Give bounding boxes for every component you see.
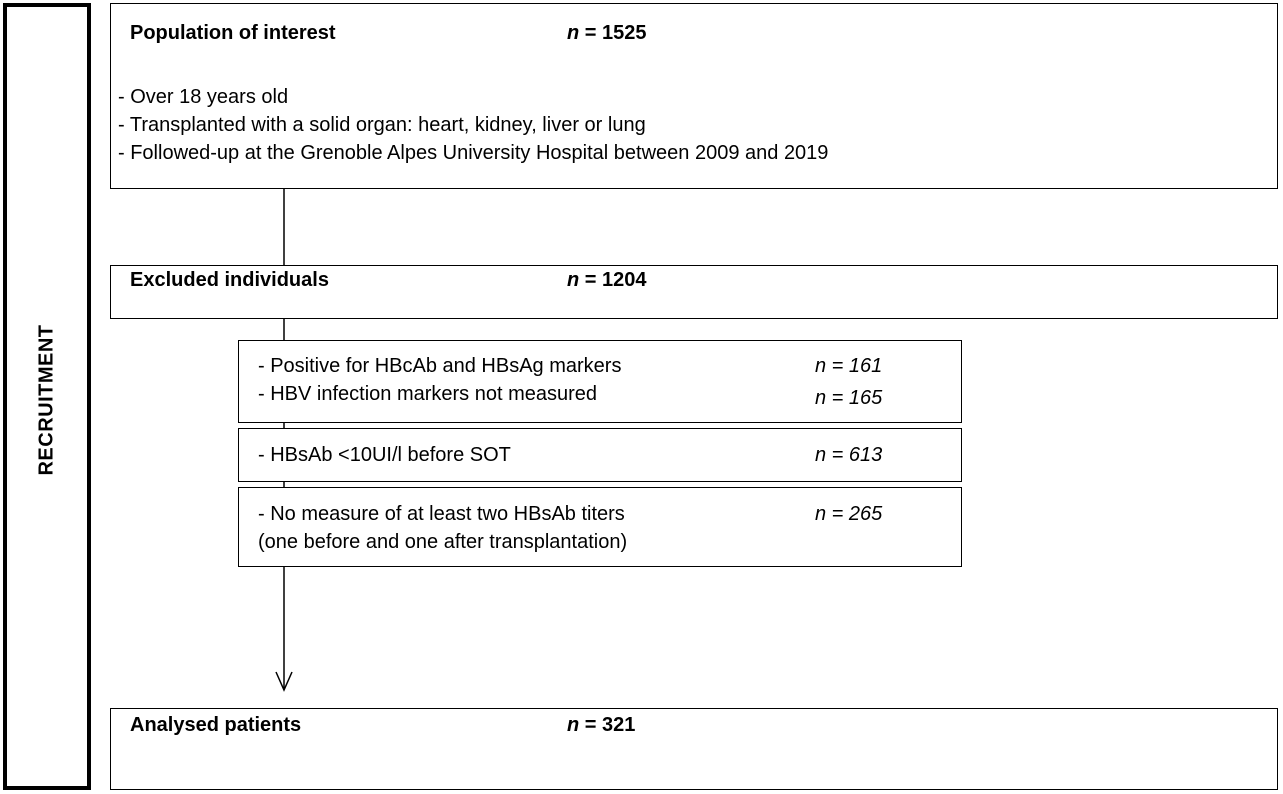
box-count: n = 1204 bbox=[567, 269, 647, 291]
reason-line: - Positive for HBcAb and HBsAg markers bbox=[258, 355, 622, 377]
reason-line: - No measure of at least two HBsAb titer… bbox=[258, 503, 625, 525]
side-label: RECRUITMENT bbox=[35, 324, 58, 476]
arrow-head bbox=[275, 671, 293, 692]
analysed-box bbox=[110, 708, 1278, 790]
box-count: n = 321 bbox=[567, 714, 636, 736]
criterion: - Followed-up at the Grenoble Alpes Univ… bbox=[118, 142, 829, 164]
criterion: - Over 18 years old bbox=[118, 86, 289, 108]
box-title: Population of interest bbox=[130, 22, 336, 44]
reason-box bbox=[238, 428, 962, 482]
criterion: - Transplanted with a solid organ: heart… bbox=[118, 114, 646, 136]
reason-count: n = 613 bbox=[815, 444, 883, 466]
reason-box bbox=[238, 340, 962, 423]
reason-count: n = 165 bbox=[815, 387, 883, 409]
reason-count: n = 161 bbox=[815, 355, 883, 377]
reason-line: - HBsAb <10UI/l before SOT bbox=[258, 444, 511, 466]
box-count: n = 1525 bbox=[567, 22, 647, 44]
reason-line: - HBV infection markers not measured bbox=[258, 383, 598, 405]
excluded-box bbox=[110, 265, 1278, 319]
box-title: Excluded individuals bbox=[130, 269, 329, 291]
reason-box bbox=[238, 487, 962, 567]
box-title: Analysed patients bbox=[130, 714, 302, 736]
reason-count: n = 265 bbox=[815, 503, 883, 525]
side-panel bbox=[3, 3, 91, 790]
population-box bbox=[110, 3, 1278, 189]
reason-line: (one before and one after transplantatio… bbox=[258, 531, 628, 553]
